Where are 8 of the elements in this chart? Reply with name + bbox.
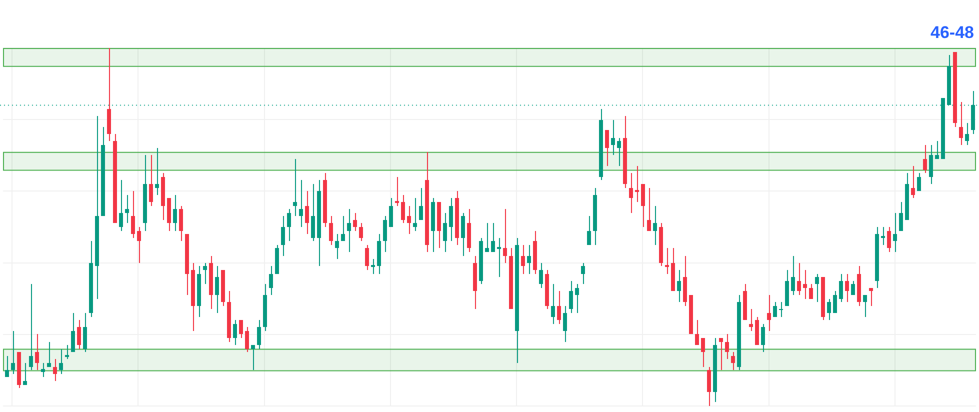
candlestick <box>395 177 399 206</box>
candlestick <box>635 166 639 202</box>
candlestick <box>155 148 159 195</box>
band-label: 46-48 <box>930 23 974 42</box>
candlestick <box>779 302 783 317</box>
candlestick <box>665 248 669 274</box>
candlestick <box>497 238 501 277</box>
candlestick <box>293 159 297 216</box>
